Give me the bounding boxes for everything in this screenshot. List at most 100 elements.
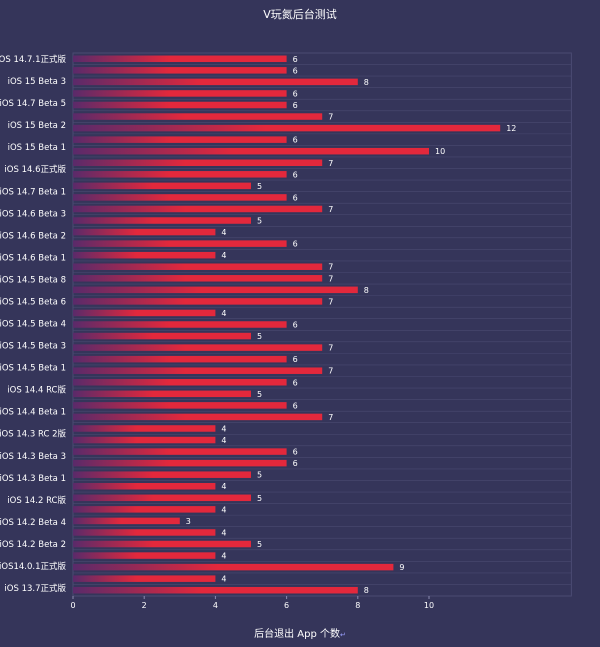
bar-value-label: 4 — [221, 228, 226, 237]
bar-value-label: 6 — [293, 401, 298, 410]
bar-value-label: 5 — [257, 390, 262, 399]
chart-title: V玩氮后台测试 — [263, 7, 337, 21]
bar-value-label: 4 — [221, 424, 226, 433]
bar — [73, 217, 251, 224]
bar — [73, 90, 287, 97]
bar — [73, 367, 323, 374]
bar — [73, 344, 323, 351]
bar-value-label: 4 — [221, 528, 226, 537]
bar-value-label: 8 — [364, 586, 369, 595]
bar — [73, 575, 216, 582]
bar — [73, 494, 251, 502]
bar-value-label: 7 — [328, 205, 333, 214]
bar — [73, 413, 323, 421]
bar-value-label: 4 — [221, 552, 226, 561]
category-label: iOS 14.3 Beta 1 — [0, 474, 66, 484]
x-tick-label: 6 — [284, 601, 289, 610]
bar — [73, 309, 216, 317]
category-label: iOS 13.7正式版 — [4, 583, 66, 594]
bar-value-label: 4 — [221, 436, 226, 445]
bar-value-label: 6 — [293, 321, 298, 330]
bar — [73, 240, 287, 247]
x-tick-label: 10 — [424, 601, 434, 610]
bar — [73, 448, 287, 455]
x-axis-title-suffix: ↵ — [340, 631, 346, 639]
bar — [73, 205, 323, 213]
category-label: iOS 14.7.1正式版 — [0, 54, 66, 65]
bar — [73, 402, 287, 409]
bar — [73, 228, 216, 236]
bar — [73, 506, 216, 513]
bar-value-label: 6 — [293, 448, 298, 457]
bar-value-label: 8 — [364, 286, 369, 295]
bar — [73, 251, 216, 259]
category-label: iOS14.0.1正式版 — [0, 561, 66, 572]
category-label: iOS 14.5 Beta 8 — [0, 275, 66, 285]
category-label: iOS 15 Beta 1 — [8, 143, 66, 153]
category-label: iOS 14.2 RC版 — [7, 495, 66, 506]
bar — [73, 563, 394, 571]
bar-value-label: 12 — [506, 124, 516, 133]
bar-value-label: 9 — [399, 563, 404, 572]
bar — [73, 286, 358, 294]
bar-value-label: 10 — [435, 147, 445, 156]
bar-value-label: 5 — [257, 540, 262, 549]
bar — [73, 540, 251, 548]
bar-value-label: 7 — [328, 297, 333, 306]
bar — [73, 67, 287, 74]
x-tick-label: 4 — [213, 601, 218, 610]
bar — [73, 586, 358, 594]
category-label: iOS 14.6 Beta 1 — [0, 253, 66, 263]
bar — [73, 517, 180, 525]
bar — [73, 332, 251, 340]
category-label: iOS 14.2 Beta 2 — [0, 540, 66, 550]
bar-value-label: 6 — [293, 55, 298, 64]
bar — [73, 436, 216, 444]
bar-value-label: 5 — [257, 332, 262, 341]
category-label: iOS 14.4 RC版 — [7, 385, 66, 396]
bar-value-label: 4 — [221, 575, 226, 584]
bar — [73, 459, 287, 467]
bar — [73, 425, 216, 432]
category-label: iOS 14.7 Beta 1 — [0, 187, 66, 197]
bar-value-label: 6 — [293, 193, 298, 202]
bar-value-label: 3 — [186, 517, 191, 526]
category-label: iOS 14.6正式版 — [4, 164, 66, 175]
bar-value-label: 6 — [293, 170, 298, 179]
bar-value-label: 7 — [328, 274, 333, 283]
category-label: iOS 14.5 Beta 4 — [0, 320, 66, 330]
bar-value-label: 4 — [221, 309, 226, 318]
category-label: iOS 14.2 Beta 4 — [0, 518, 66, 528]
bar — [73, 471, 251, 478]
bar-value-label: 6 — [293, 240, 298, 249]
bar — [73, 379, 287, 386]
bar-value-label: 4 — [221, 482, 226, 491]
bar-value-label: 5 — [257, 494, 262, 503]
category-label: iOS 14.7 Beta 5 — [0, 99, 66, 109]
x-tick-label: 0 — [70, 601, 75, 610]
bar-value-label: 8 — [364, 78, 369, 87]
bar — [73, 101, 287, 109]
x-tick-label: 2 — [142, 601, 147, 610]
bar-value-label: 5 — [257, 217, 262, 226]
bar — [73, 263, 323, 270]
bar — [73, 194, 287, 201]
category-label: iOS 14.3 Beta 3 — [0, 452, 66, 462]
bar-value-label: 5 — [257, 182, 262, 191]
category-label: iOS 14.4 Beta 1 — [0, 408, 66, 418]
bar — [73, 171, 287, 178]
x-axis-title-text: 后台退出 App 个数 — [254, 627, 340, 640]
x-axis-title: 后台退出 App 个数↵ — [254, 627, 346, 640]
bar-value-label: 4 — [221, 251, 226, 260]
bar-value-label: 6 — [293, 355, 298, 364]
bar-value-label: 5 — [257, 471, 262, 480]
bar — [73, 482, 216, 490]
bar-value-label: 7 — [328, 367, 333, 376]
bar — [73, 136, 287, 143]
bar — [73, 390, 251, 398]
category-label: iOS 15 Beta 3 — [8, 77, 66, 87]
bar-value-label: 6 — [293, 101, 298, 110]
category-label: iOS 14.5 Beta 1 — [0, 364, 66, 374]
bar — [73, 113, 323, 120]
